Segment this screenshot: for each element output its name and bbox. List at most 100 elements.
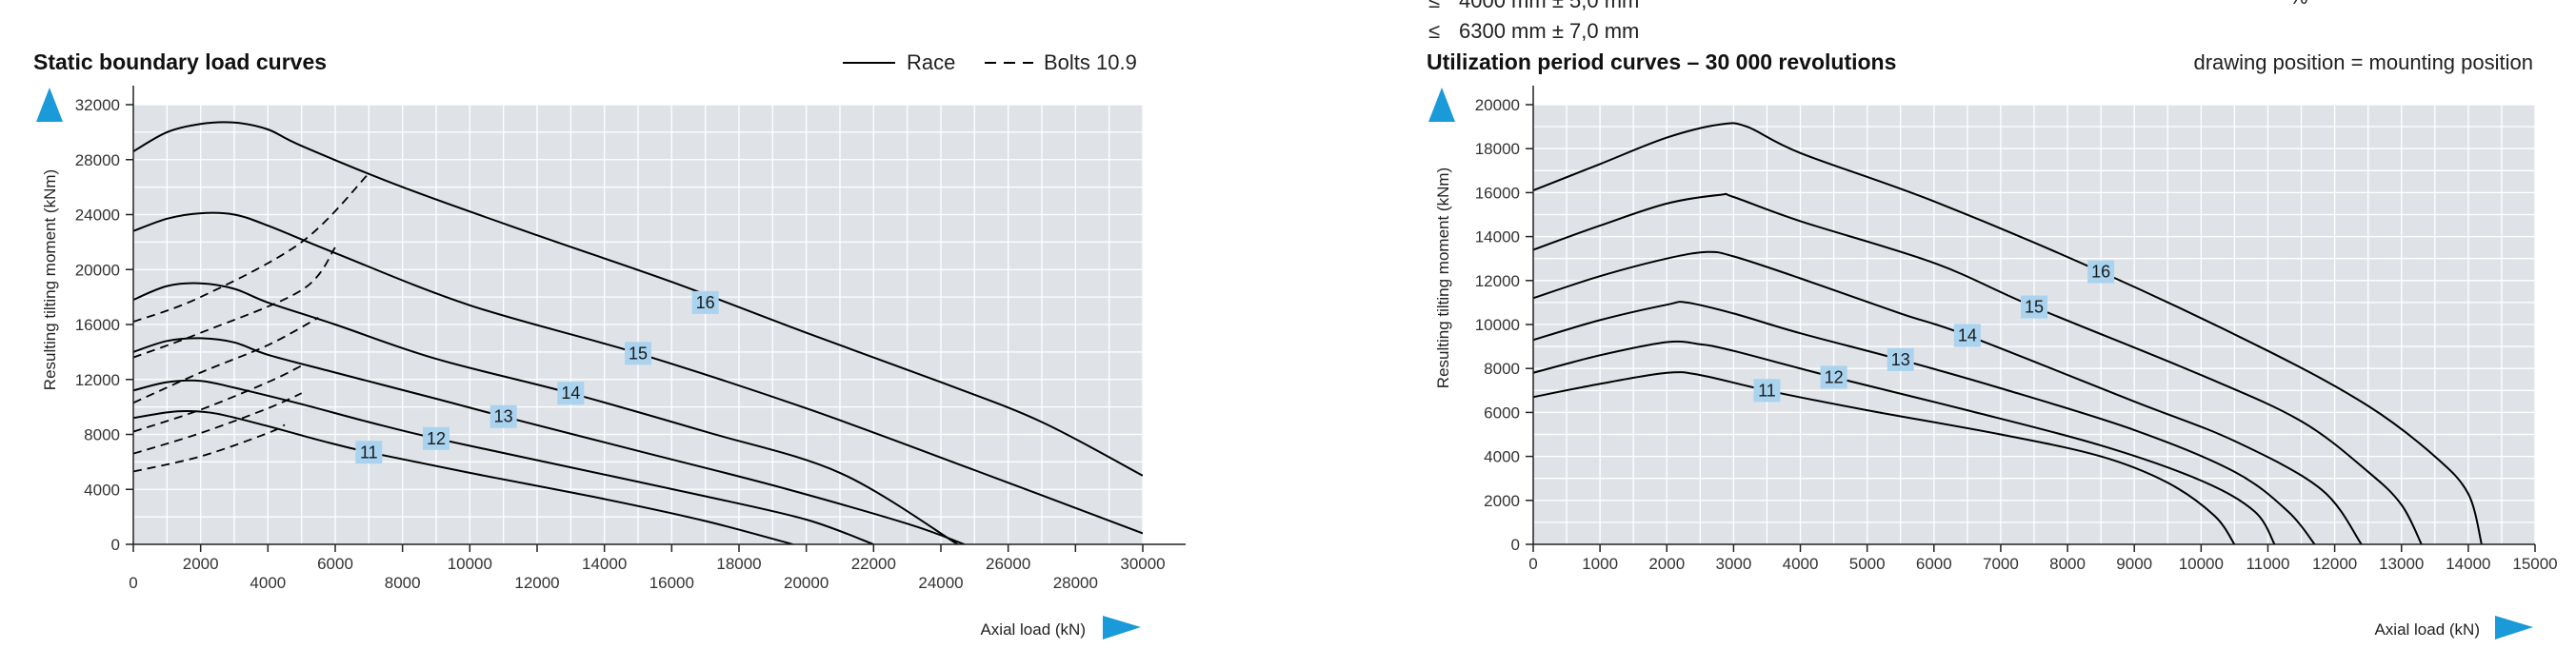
curve-size-12 — [1533, 340, 2276, 544]
bolt-curve — [133, 423, 286, 473]
y-tick-label: 2000 — [1484, 492, 1520, 510]
header-fragment: ≤ 4000 mm ± 5,0 mm ≤ 6300 mm ± 7,0 mm % — [1428, 0, 2308, 43]
x-axis-arrow-icon — [2495, 616, 2533, 639]
header-line-2-prefix: ≤ — [1428, 19, 1440, 43]
curve-label: 16 — [2091, 263, 2110, 282]
x-tick-label: 0 — [129, 574, 137, 592]
x-axis-arrow-icon — [1103, 616, 1141, 639]
curve-label: 12 — [1825, 367, 1844, 386]
x-tick-label: 9000 — [2116, 555, 2152, 573]
x-tick-label: 10000 — [448, 555, 492, 573]
x-tick-label: 13000 — [2379, 555, 2424, 573]
x-tick-label: 1000 — [1582, 555, 1618, 573]
curve-size-15 — [1533, 192, 2423, 544]
utilization-chart: Utilization period curves – 30 000 revol… — [1427, 49, 2558, 639]
y-tick-label: 12000 — [1475, 272, 1520, 290]
x-tick-label: 26000 — [986, 555, 1030, 573]
curve-label: 13 — [494, 407, 513, 426]
x-tick-label: 20000 — [784, 574, 829, 592]
curve-label-badge — [423, 426, 449, 450]
bolt-curve — [133, 246, 336, 359]
curve-label-badge — [691, 290, 719, 314]
curve-label-badge — [557, 382, 585, 405]
y-tick-label: 24000 — [75, 207, 120, 225]
header-right-fragment: % — [2289, 0, 2308, 9]
bolt-curve — [133, 392, 303, 455]
curve-label: 14 — [561, 384, 580, 403]
x-tick-label: 28000 — [1053, 574, 1098, 592]
y-tick-label: 32000 — [75, 96, 120, 114]
curve-size-13 — [133, 337, 966, 544]
y-tick-label: 0 — [111, 536, 120, 554]
x-tick-label: 5000 — [1849, 555, 1886, 573]
x-tick-label: 2000 — [183, 555, 219, 573]
y-axis-label: Resulting tilting moment (kNm) — [1434, 167, 1452, 388]
curve-size-11 — [133, 409, 793, 544]
curve-size-14 — [133, 282, 959, 544]
x-tick-label: 14000 — [582, 555, 627, 573]
y-tick-label: 4000 — [1484, 448, 1520, 466]
curve-label-badge — [1953, 324, 1981, 347]
y-tick-label: 20000 — [1475, 96, 1520, 114]
chart-title: Static boundary load curves — [33, 49, 327, 74]
y-tick-label: 20000 — [75, 261, 120, 279]
curve-size-12 — [133, 379, 874, 544]
x-tick-label: 4000 — [1783, 555, 1819, 573]
y-tick-label: 28000 — [75, 151, 120, 169]
x-tick-label: 15000 — [2512, 555, 2557, 573]
curve-label: 13 — [1891, 350, 1910, 369]
y-tick-label: 14000 — [1475, 228, 1520, 246]
y-tick-label: 6000 — [1484, 403, 1520, 422]
x-tick-label: 3000 — [1715, 555, 1751, 573]
y-tick-label: 18000 — [1475, 140, 1520, 158]
curve-label: 15 — [2025, 298, 2044, 317]
curve-label-badge — [489, 404, 517, 428]
x-axis-label: Axial load (kN) — [2374, 620, 2480, 639]
x-axis-label: Axial load (kN) — [980, 620, 1086, 639]
curve-label-badge — [625, 342, 651, 365]
y-tick-label: 16000 — [75, 316, 120, 334]
x-tick-label: 24000 — [918, 574, 963, 592]
curve-label: 16 — [696, 293, 715, 312]
curve-label-badge — [1887, 347, 1914, 371]
x-tick-label: 12000 — [514, 574, 559, 592]
y-tick-label: 10000 — [1475, 316, 1520, 334]
curve-size-11 — [1533, 371, 2236, 544]
static-load-chart: Static boundary load curves Race Bolts 1… — [33, 49, 1186, 639]
bolt-curve — [133, 364, 303, 433]
curve-size-16 — [133, 121, 1143, 477]
y-axis-label: Resulting tilting moment (kNm) — [41, 169, 59, 390]
y-tick-label: 12000 — [75, 371, 120, 389]
y-axis-arrow-icon — [1428, 88, 1455, 122]
x-tick-label: 6000 — [1916, 555, 1952, 573]
x-tick-label: 8000 — [385, 574, 421, 592]
y-axis-arrow-icon — [36, 88, 63, 122]
x-tick-label: 11000 — [2246, 555, 2289, 573]
curve-label: 11 — [360, 443, 378, 462]
chart-title: Utilization period curves – 30 000 revol… — [1427, 49, 1896, 74]
x-tick-label: 18000 — [716, 555, 761, 573]
chart-note: drawing position = mounting position — [2193, 50, 2533, 74]
y-tick-label: 8000 — [1484, 360, 1520, 378]
curve-label-badge — [1753, 379, 1781, 403]
curve-label: 12 — [427, 429, 446, 448]
legend-bolts-label: Bolts 10.9 — [1044, 50, 1137, 74]
curve-size-16 — [1533, 122, 2483, 544]
curve-size-15 — [133, 211, 1143, 535]
y-tick-label: 16000 — [1475, 184, 1520, 202]
x-tick-label: 2000 — [1648, 555, 1685, 573]
y-tick-label: 4000 — [84, 481, 120, 499]
x-tick-label: 7000 — [1983, 555, 2019, 573]
x-tick-label: 30000 — [1120, 555, 1165, 573]
header-line-1-prefix: ≤ — [1428, 0, 1440, 12]
x-tick-label: 12000 — [2312, 555, 2357, 573]
legend: Race Bolts 10.9 — [843, 50, 1137, 74]
y-tick-label: 0 — [1511, 536, 1520, 554]
x-tick-label: 10000 — [2179, 555, 2224, 573]
x-tick-label: 16000 — [649, 574, 694, 592]
x-tick-label: 0 — [1528, 555, 1537, 573]
x-tick-label: 22000 — [851, 555, 896, 573]
x-tick-label: 6000 — [317, 555, 353, 573]
curve-label-badge — [2021, 295, 2047, 319]
x-tick-label: 8000 — [2049, 555, 2086, 573]
